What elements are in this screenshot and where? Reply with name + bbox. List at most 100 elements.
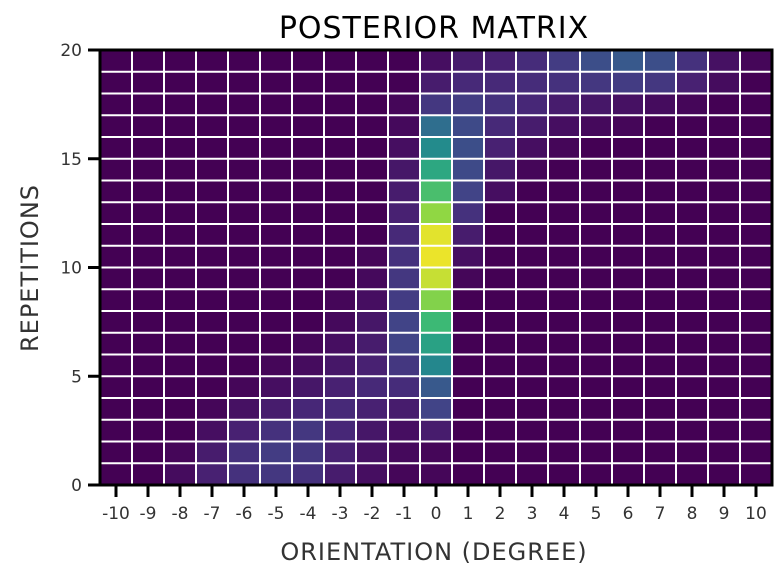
heatmap-cell (708, 332, 740, 355)
heatmap-cell (164, 158, 196, 181)
heatmap-cell (612, 398, 644, 420)
heatmap-cell (388, 398, 420, 420)
x-tick-label: -2 (364, 504, 381, 524)
x-tick-label: 5 (591, 504, 602, 524)
x-tick-label: 4 (559, 504, 570, 524)
heatmap-cell (388, 441, 420, 464)
heatmap-cell (516, 137, 548, 159)
heatmap-cell (516, 115, 548, 137)
x-tick-label: 8 (687, 504, 698, 524)
heatmap-cell (132, 245, 164, 268)
heatmap-cell (132, 419, 164, 442)
heatmap-cell (612, 202, 644, 224)
heatmap-cell (292, 93, 324, 116)
heatmap-cell (292, 202, 324, 224)
heatmap-cell (740, 93, 772, 116)
heatmap-cell (100, 50, 132, 72)
heatmap-cell (196, 398, 228, 420)
heatmap-cell (644, 267, 676, 290)
heatmap-cell (676, 419, 708, 442)
heatmap-cell (708, 311, 740, 333)
heatmap-cell (228, 115, 260, 137)
heatmap-cell (196, 376, 228, 398)
heatmap-cell (196, 224, 228, 246)
heatmap-cell (420, 441, 452, 464)
heatmap-cell (164, 463, 196, 485)
x-axis: -10 -9 -8 -7 -6 -5 -4 -3 -2 -1 0 1 2 3 4 5 6 7 8 9 10 (102, 485, 767, 524)
x-tick-label: -3 (332, 504, 349, 524)
heatmap-cell (676, 224, 708, 246)
heatmap-cell (484, 354, 516, 377)
heatmap-cell (196, 289, 228, 311)
heatmap-cell (228, 354, 260, 377)
heatmap-cell (324, 245, 356, 268)
heatmap-cell (292, 71, 324, 94)
heatmap-cell (324, 267, 356, 290)
heatmap-cell (132, 441, 164, 464)
heatmap-cell (356, 354, 388, 377)
heatmap-cell (164, 224, 196, 246)
heatmap-cell (196, 463, 228, 485)
heatmap-cell (100, 398, 132, 420)
heatmap-cell (452, 224, 484, 246)
heatmap-cell (644, 50, 676, 72)
heatmap-cell (164, 267, 196, 290)
heatmap-cell (612, 332, 644, 355)
heatmap-cell (740, 71, 772, 94)
heatmap-cell (740, 202, 772, 224)
heatmap-cell (228, 224, 260, 246)
heatmap-cell (452, 267, 484, 290)
heatmap-cell (708, 419, 740, 442)
heatmap-cell (196, 245, 228, 268)
heatmap-cell (260, 311, 292, 333)
heatmap-cell (260, 289, 292, 311)
x-tick-label: 2 (495, 504, 506, 524)
heatmap-cell (228, 158, 260, 181)
heatmap-cell (132, 50, 164, 72)
heatmap-cell (644, 224, 676, 246)
heatmap-cell (164, 115, 196, 137)
heatmap-cell (708, 93, 740, 116)
heatmap-cell (420, 311, 452, 333)
heatmap-cell (196, 354, 228, 377)
heatmap-cell (388, 311, 420, 333)
heatmap-cell (740, 158, 772, 181)
heatmap-cell (676, 93, 708, 116)
heatmap-cell (516, 463, 548, 485)
heatmap-cell (740, 376, 772, 398)
heatmap-cell (388, 50, 420, 72)
heatmap-cell (676, 245, 708, 268)
heatmap-cell (452, 332, 484, 355)
heatmap-cell (324, 224, 356, 246)
heatmap-cell (100, 267, 132, 290)
heatmap-cell (580, 202, 612, 224)
heatmap-cell (196, 419, 228, 442)
heatmap-cell (356, 332, 388, 355)
x-tick-label: -7 (204, 504, 221, 524)
x-tick-label: 10 (745, 504, 767, 524)
heatmap-cell (388, 354, 420, 377)
y-axis-label: REPETITIONS (16, 184, 44, 352)
heatmap-cell (708, 376, 740, 398)
heatmap-cell (676, 50, 708, 72)
heatmap-cell (292, 311, 324, 333)
heatmap-cell (324, 398, 356, 420)
heatmap-cell (132, 71, 164, 94)
heatmap-cell (420, 332, 452, 355)
heatmap-cell (452, 376, 484, 398)
heatmap-cell (196, 137, 228, 159)
heatmap-cell (676, 354, 708, 377)
heatmap-cell (580, 289, 612, 311)
heatmap-cell (708, 354, 740, 377)
heatmap-cell (516, 354, 548, 377)
heatmap-cell (452, 311, 484, 333)
heatmap-cell (452, 180, 484, 203)
heatmap-cell (484, 180, 516, 203)
heatmap-cell (164, 311, 196, 333)
heatmap-cell (644, 354, 676, 377)
heatmap-cell (676, 137, 708, 159)
heatmap-cell (708, 398, 740, 420)
heatmap-cell (324, 289, 356, 311)
heatmap-cell (164, 289, 196, 311)
heatmap-cell (644, 463, 676, 485)
